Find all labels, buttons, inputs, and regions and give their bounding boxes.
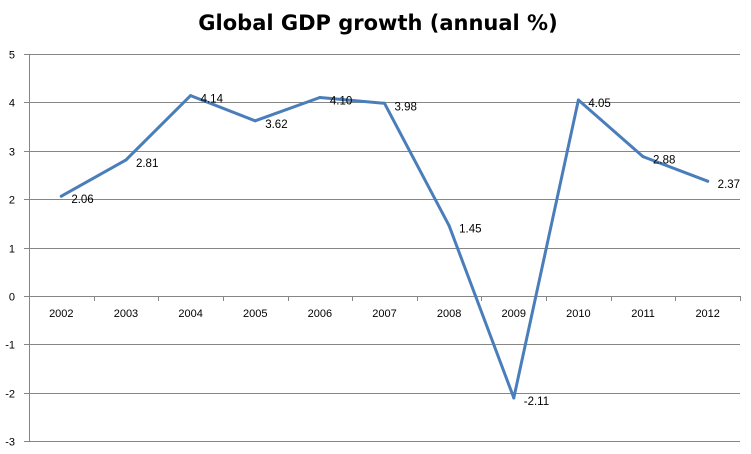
- data-point: [59, 194, 63, 198]
- y-tick-label: 3: [9, 147, 15, 159]
- axes: [29, 54, 740, 441]
- data-label: 2.06: [71, 194, 93, 206]
- data-point: [124, 158, 128, 162]
- x-tick-label: 2011: [631, 308, 655, 320]
- data-point: [576, 98, 580, 102]
- y-tick-label: 0: [9, 292, 15, 304]
- gridlines: [29, 54, 740, 442]
- series-line: [59, 94, 710, 400]
- y-tick-label: -3: [5, 437, 15, 449]
- data-label: 4.10: [330, 96, 352, 108]
- data-point: [512, 396, 516, 400]
- data-label: 4.14: [201, 94, 224, 106]
- x-tick-label: 2005: [243, 308, 267, 320]
- x-tick-label: 2007: [372, 308, 396, 320]
- data-label: -2.11: [524, 396, 549, 408]
- x-tick-label: 2002: [49, 308, 73, 320]
- x-tick-label: 2008: [437, 308, 461, 320]
- data-point: [706, 179, 710, 183]
- y-tick-label: 1: [9, 244, 15, 256]
- x-tick-label: 2012: [695, 308, 719, 320]
- data-point: [253, 119, 257, 123]
- data-label: 2.88: [653, 155, 675, 167]
- x-tick-label: 2004: [178, 308, 202, 320]
- data-point: [447, 224, 451, 228]
- y-tick-label: 2: [9, 195, 15, 207]
- x-axis-ticks: 2002 2003 2004 2005 2006 2007 2008 2009 2010 2011…: [29, 296, 741, 320]
- y-tick-label: 5: [9, 50, 15, 62]
- data-label: 1.45: [459, 224, 481, 236]
- x-tick-label: 2010: [566, 308, 590, 320]
- y-tick-label: -1: [5, 340, 15, 352]
- chart-title: Global GDP growth (annual %): [198, 11, 557, 35]
- data-label: 4.05: [588, 98, 610, 110]
- data-label: 2.81: [136, 158, 158, 170]
- x-tick-label: 2003: [114, 308, 138, 320]
- y-tick-label: -2: [5, 389, 15, 401]
- y-tick-label: 4: [9, 98, 15, 110]
- series-line-group: [59, 94, 710, 400]
- x-tick-label: 2009: [502, 308, 526, 320]
- data-point: [189, 94, 193, 98]
- x-tick-label: 2006: [308, 308, 332, 320]
- data-point: [641, 155, 645, 159]
- data-point: [383, 101, 386, 105]
- data-point: [318, 96, 322, 100]
- data-label: 3.62: [265, 119, 287, 131]
- y-axis-ticks: 5 4 3 2 1 0 -1 -2 -3: [5, 50, 29, 449]
- data-labels: 2.06 2.81 4.14 3.62 4.10 3.98 1.45 -2.11 4.05 2.8…: [71, 94, 740, 408]
- data-label: 3.98: [395, 101, 417, 113]
- data-label: 2.37: [718, 179, 740, 191]
